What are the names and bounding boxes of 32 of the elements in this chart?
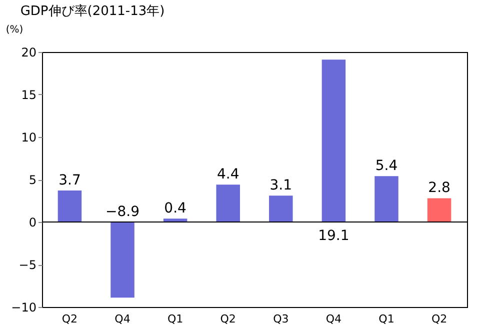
- bar: [269, 196, 293, 222]
- data-label: 0.4: [164, 200, 187, 217]
- chart-title: GDP伸び率(2011-13年): [20, 3, 165, 19]
- data-label: 5.4: [375, 158, 398, 174]
- y-tick-label: −10: [11, 300, 36, 314]
- y-axis-title: (%): [6, 24, 24, 36]
- data-label: 19.1: [318, 228, 350, 244]
- y-tick-label: 0: [28, 216, 36, 230]
- x-tick-label: Q2: [220, 312, 236, 326]
- y-tick-label: 20: [21, 46, 36, 60]
- bar: [427, 198, 452, 222]
- x-tick-label: Q1: [378, 312, 394, 326]
- y-tick-label: −5: [18, 258, 36, 272]
- x-tick-label: Q4: [114, 312, 130, 326]
- bar: [322, 60, 346, 222]
- x-tick-label: Q2: [431, 312, 448, 326]
- y-tick-label: 15: [21, 88, 36, 102]
- bar: [58, 190, 82, 222]
- data-label: −8.9: [106, 204, 140, 220]
- bar: [374, 176, 398, 222]
- x-tick-label: Q2: [62, 312, 78, 326]
- data-label: 3.1: [270, 178, 292, 194]
- x-tick-label: Q4: [326, 312, 342, 326]
- y-tick-label: 10: [21, 130, 36, 144]
- bar: [110, 222, 134, 298]
- data-label: 4.4: [216, 166, 240, 183]
- x-tick-label: Q1: [167, 312, 184, 326]
- data-label: 2.8: [428, 180, 450, 196]
- y-tick-label: 5: [28, 173, 36, 187]
- bar: [216, 184, 240, 222]
- data-label: 3.7: [58, 172, 81, 189]
- x-tick-label: Q3: [273, 312, 289, 326]
